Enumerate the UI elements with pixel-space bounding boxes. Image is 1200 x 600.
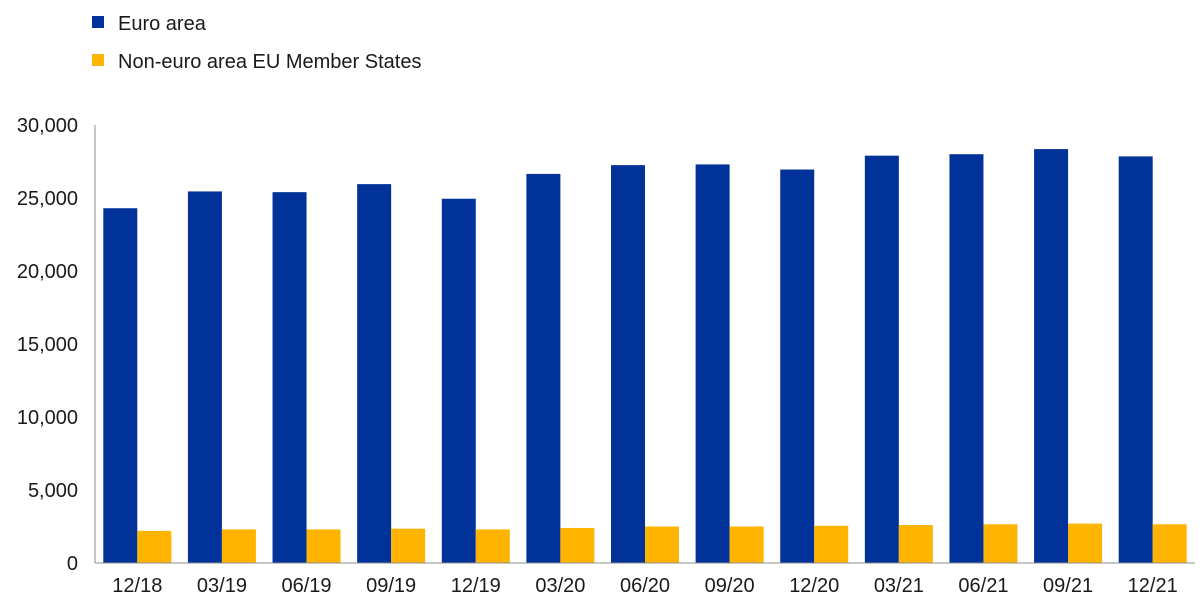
bar-euro-area	[441, 198, 476, 564]
x-tick-label: 09/20	[705, 575, 755, 597]
legend-label-non-euro: Non-euro area EU Member States	[118, 51, 421, 73]
bar-euro-area	[357, 184, 392, 563]
bar-euro-area	[780, 169, 815, 563]
legend-label-euro-area: Euro area	[118, 13, 207, 35]
bar-non-euro	[137, 530, 172, 563]
bar-euro-area	[864, 155, 899, 563]
legend-swatch-euro-area	[92, 16, 104, 28]
axes	[94, 125, 1195, 564]
x-tick-label: 03/21	[874, 575, 924, 597]
y-tick-label: 10,000	[17, 407, 78, 429]
bar-non-euro	[645, 526, 679, 563]
bar-non-euro	[1152, 524, 1187, 563]
bar-euro-area	[695, 164, 730, 564]
bar-euro-area	[187, 191, 222, 563]
y-tick-label: 25,000	[17, 188, 78, 210]
y-tick-label: 15,000	[17, 334, 78, 356]
x-tick-label: 03/20	[535, 575, 585, 597]
bar-non-euro	[898, 525, 933, 563]
y-tick-label: 0	[67, 553, 78, 575]
legend-swatch-non-euro	[92, 54, 104, 66]
bar-non-euro	[814, 525, 849, 563]
x-tick-label: 12/21	[1128, 575, 1178, 597]
bar-euro-area	[611, 165, 645, 563]
y-tick-label: 5,000	[28, 480, 78, 502]
x-axis-tick-labels: 12/18 03/19 06/19 09/19 12/19 03/20 06/20 09/20…	[112, 575, 1177, 597]
x-tick-label: 06/20	[620, 575, 670, 597]
x-tick-label: 06/19	[282, 575, 332, 597]
bar-non-euro	[983, 524, 1018, 563]
x-tick-label: 12/20	[789, 575, 839, 597]
x-tick-label: 09/21	[1043, 575, 1093, 597]
bar-non-euro	[560, 527, 595, 563]
y-tick-label: 20,000	[17, 261, 78, 283]
bar-euro-area	[949, 154, 984, 563]
bar-non-euro	[729, 526, 764, 563]
bar-euro-area	[1118, 156, 1153, 563]
bar-non-euro	[221, 529, 256, 563]
x-tick-label: 09/19	[366, 575, 416, 597]
bar-non-euro	[1068, 523, 1103, 563]
y-tick-label: 30,000	[17, 115, 78, 137]
bar-non-euro	[475, 529, 510, 563]
bar-euro-area	[272, 192, 307, 563]
x-tick-label: 06/21	[958, 575, 1008, 597]
bar-non-euro	[306, 529, 341, 563]
bars	[103, 149, 1187, 564]
legend: Euro area Non-euro area EU Member States	[92, 13, 421, 73]
bar-euro-area	[1034, 149, 1069, 563]
bar-non-euro	[391, 528, 426, 563]
x-tick-label: 12/18	[112, 575, 162, 597]
y-axis-tick-labels: 0 5,000 10,000 15,000 20,000 25,000 30,000	[17, 115, 78, 575]
x-tick-label: 03/19	[197, 575, 247, 597]
bar-euro-area	[526, 173, 561, 563]
x-tick-label: 12/19	[451, 575, 501, 597]
bar-euro-area	[103, 208, 138, 563]
